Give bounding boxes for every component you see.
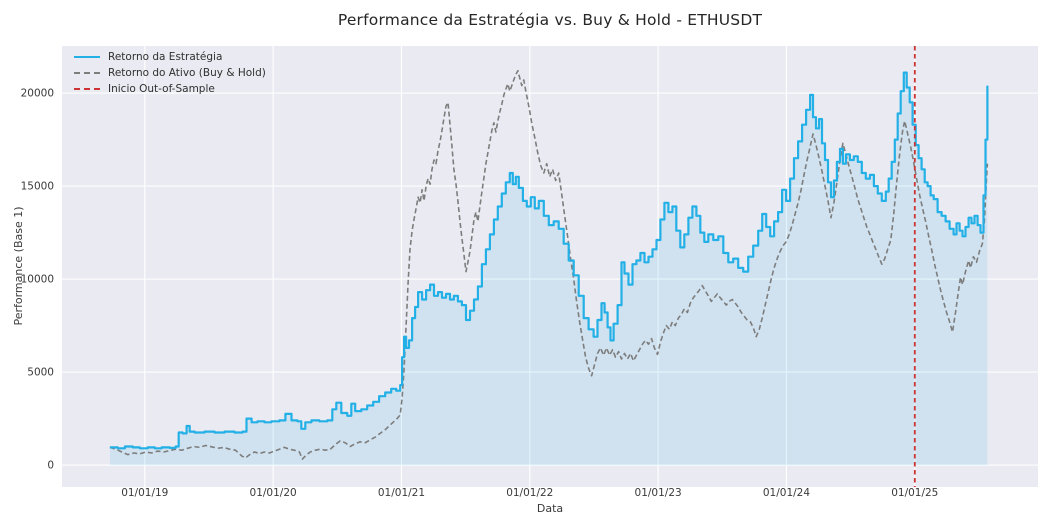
legend: Retorno da Estratégia Retorno do Ativo (…: [74, 51, 266, 96]
oos-vline-swatch-icon: [74, 88, 100, 91]
y-tick-label: 10000: [21, 274, 54, 286]
x-tick-label: 01/01/20: [250, 487, 297, 499]
plot-background: [62, 46, 1038, 487]
x-tick-label: 01/01/24: [763, 487, 810, 499]
x-tick-label: 01/01/22: [506, 487, 553, 499]
legend-item-oos: Inicio Out-of-Sample: [74, 83, 266, 96]
strategy-line-swatch-icon: [74, 56, 100, 59]
chart-title: Performance da Estratégia vs. Buy & Hold…: [337, 11, 763, 29]
legend-label-oos: Inicio Out-of-Sample: [108, 83, 215, 96]
legend-item-buyhold: Retorno do Ativo (Buy & Hold): [74, 67, 266, 80]
x-axis-label: Data: [537, 502, 563, 515]
strategy-fill-area: [109, 72, 988, 466]
y-axis-label: Performance (Base 1): [12, 206, 25, 325]
y-tick-label: 15000: [21, 181, 54, 193]
y-tick-label: 20000: [21, 88, 54, 100]
legend-label-strategy: Retorno da Estratégia: [108, 51, 223, 64]
x-tick-label: 01/01/21: [378, 487, 425, 499]
x-tick-label: 01/01/23: [635, 487, 682, 499]
x-tick-label: 01/01/19: [121, 487, 168, 499]
buyhold-line: [109, 69, 989, 460]
strategy-line: [109, 71, 989, 450]
buyhold-line-swatch-icon: [74, 72, 100, 75]
x-tick-label: 01/01/25: [891, 487, 938, 499]
y-tick-label: 5000: [27, 367, 54, 379]
legend-item-strategy: Retorno da Estratégia: [74, 51, 266, 64]
y-tick-label: 0: [47, 460, 54, 472]
legend-label-buyhold: Retorno do Ativo (Buy & Hold): [108, 67, 266, 80]
